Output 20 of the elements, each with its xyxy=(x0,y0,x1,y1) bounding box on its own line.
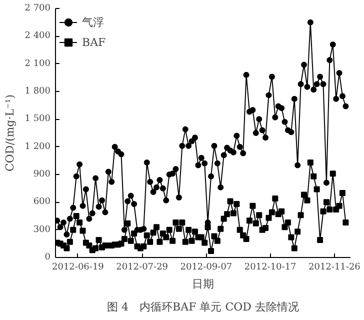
y-tick-label: 0 xyxy=(44,252,51,262)
y-tick-label: 1 200 xyxy=(24,142,51,152)
y-tick-label: 2 100 xyxy=(24,58,51,69)
y-tick-label: 2 400 xyxy=(24,31,51,42)
legend-label: BAF xyxy=(82,36,106,48)
x-tick-label: 2012-06-19 xyxy=(52,262,104,272)
x-tick-label: 2012-09-07 xyxy=(180,262,232,272)
y-tick-label: 2 700 xyxy=(24,4,51,14)
text: 图 4 内循环BAF 单元 COD 去除情况 xyxy=(107,300,299,314)
legend-label: 气浮 xyxy=(82,14,104,30)
x-tick-label: 2012-10-17 xyxy=(244,262,297,272)
y-tick-label: 1 500 xyxy=(24,114,51,124)
y-tick-label: 900 xyxy=(33,170,51,180)
y-tick-label: 1 800 xyxy=(24,86,51,96)
y-axis-title: COD/(mg·L⁻¹) xyxy=(4,94,17,172)
x-tick-label: 2012-11-26 xyxy=(308,262,361,272)
x-tick-label: 2012-07-29 xyxy=(116,262,168,272)
y-tick-label: 300 xyxy=(33,224,51,235)
y-tick-label: 600 xyxy=(33,197,51,208)
x-axis-title: 日期 xyxy=(192,278,214,290)
